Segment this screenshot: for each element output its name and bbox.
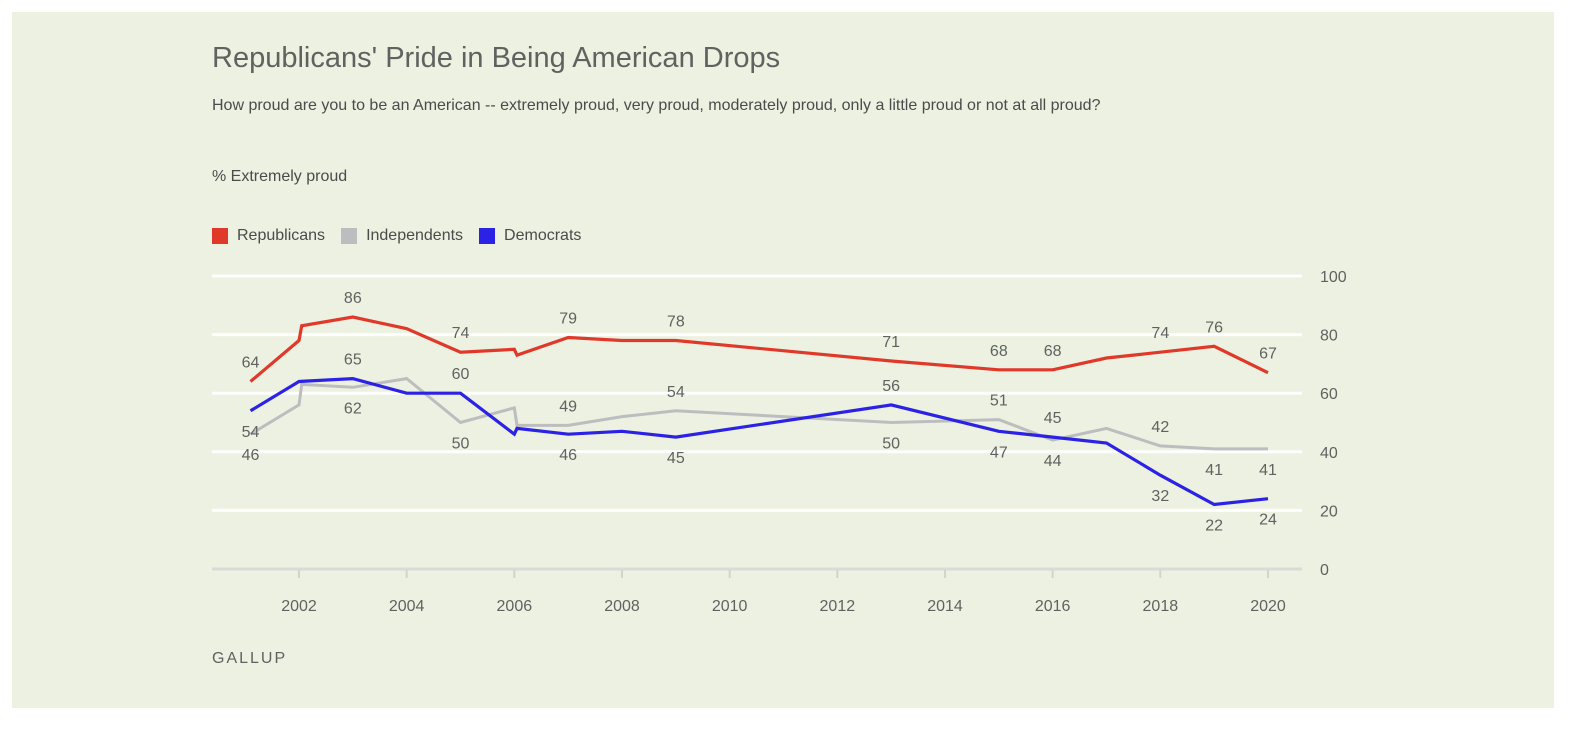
x-tick-label-2008: 2008 (604, 598, 640, 615)
data-label-republicans: 67 (1259, 346, 1277, 363)
y-unit-label: % Extremely proud (212, 168, 348, 185)
data-label-independents: 62 (344, 400, 362, 417)
legend-swatch-democrats (479, 228, 496, 244)
data-label-democrats: 46 (559, 447, 577, 464)
data-label-independents: 41 (1205, 462, 1223, 479)
data-label-republicans: 79 (559, 311, 577, 328)
chart-card (12, 12, 1554, 708)
legend-label-republicans: Republicans (237, 227, 326, 244)
y-tick-label-20: 20 (1320, 503, 1338, 520)
data-label-republicans: 64 (242, 354, 260, 371)
data-label-democrats: 32 (1151, 488, 1169, 505)
data-label-republicans: 68 (1044, 343, 1062, 360)
data-label-democrats: 54 (242, 424, 260, 441)
series-line-republicans (249, 315, 1269, 383)
chart-title: Republicans' Pride in Being American Dro… (212, 42, 781, 74)
data-label-independents: 46 (242, 447, 260, 464)
data-label-democrats: 65 (344, 352, 362, 369)
y-tick-label-0: 0 (1320, 562, 1329, 579)
data-label-republicans: 86 (344, 290, 362, 307)
chart-subtitle: How proud are you to be an American -- e… (212, 97, 1101, 114)
data-label-democrats: 47 (990, 444, 1008, 461)
data-label-democrats: 45 (667, 450, 685, 467)
legend-label-independents: Independents (366, 227, 464, 244)
data-label-democrats: 60 (452, 366, 470, 383)
series-line-independents (249, 377, 1268, 451)
series-line-democrats (249, 376, 1269, 507)
data-label-republicans: 68 (990, 343, 1008, 360)
legend-swatch-republicans (212, 228, 228, 244)
data-label-republicans: 78 (667, 313, 685, 330)
data-label-republicans: 74 (452, 325, 470, 342)
data-label-independents: 54 (667, 384, 685, 401)
x-tick-label-2018: 2018 (1143, 598, 1179, 615)
legend-item-republicans[interactable]: Republicans (212, 227, 325, 245)
data-label-republicans: 74 (1151, 325, 1169, 342)
x-tick-label-2006: 2006 (497, 598, 533, 615)
data-label-republicans: 76 (1205, 319, 1223, 336)
legend-swatch-independents (341, 228, 358, 244)
data-label-independents: 44 (1044, 453, 1062, 470)
data-label-democrats: 56 (882, 378, 900, 395)
x-tick-label-2016: 2016 (1035, 598, 1071, 615)
x-tick-label-2012: 2012 (820, 598, 856, 615)
data-label-democrats: 45 (1044, 410, 1062, 427)
data-label-independents: 50 (882, 436, 900, 453)
y-tick-label-80: 80 (1320, 328, 1338, 345)
y-tick-label-100: 100 (1320, 269, 1347, 286)
y-tick-label-60: 60 (1320, 386, 1338, 403)
x-tick-label-2002: 2002 (281, 598, 317, 615)
data-label-independents: 49 (559, 398, 577, 415)
source-label: GALLUP (212, 650, 288, 667)
data-label-independents: 51 (990, 393, 1008, 410)
x-tick-label-2004: 2004 (389, 598, 425, 615)
x-tick-label-2020: 2020 (1250, 598, 1286, 615)
y-tick-label-40: 40 (1320, 445, 1338, 462)
x-tick-label-2010: 2010 (712, 598, 748, 615)
data-label-democrats: 24 (1259, 512, 1277, 529)
data-label-independents: 42 (1151, 419, 1169, 436)
legend-item-independents[interactable]: Independents (341, 227, 463, 245)
legend-item-democrats[interactable]: Democrats (479, 227, 581, 245)
x-tick-label-2014: 2014 (927, 598, 963, 615)
legend: Republicans Independents Democrats (212, 227, 597, 245)
data-label-democrats: 22 (1205, 518, 1223, 535)
data-label-independents: 41 (1259, 462, 1277, 479)
legend-label-democrats: Democrats (504, 227, 582, 244)
data-label-republicans: 71 (882, 334, 900, 351)
data-label-independents: 50 (452, 436, 470, 453)
